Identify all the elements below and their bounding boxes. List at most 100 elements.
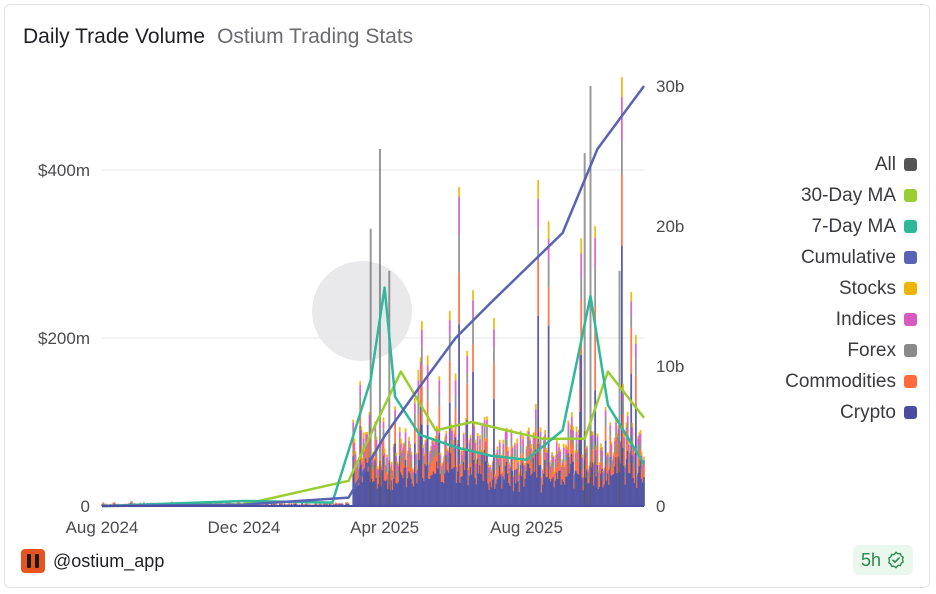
crypto-bar bbox=[345, 503, 348, 506]
indices-bar bbox=[558, 447, 560, 456]
indices-bar bbox=[572, 430, 574, 436]
commodities-bar bbox=[304, 504, 307, 505]
crypto-bar bbox=[484, 461, 487, 506]
y-right-tick-label: 20b bbox=[656, 217, 684, 236]
indices-bar bbox=[469, 437, 472, 445]
commodities-bar bbox=[503, 471, 506, 480]
indices-bar bbox=[561, 461, 564, 467]
forex-bar bbox=[424, 449, 427, 455]
commodities-bar bbox=[513, 456, 516, 470]
forex-bar bbox=[498, 448, 501, 456]
forex-bar bbox=[495, 463, 498, 471]
stocks-bar bbox=[417, 369, 420, 381]
forex-bar bbox=[627, 450, 630, 462]
30-day-ma-line bbox=[101, 370, 645, 508]
forex-bar bbox=[532, 442, 535, 449]
stocks-bar bbox=[493, 317, 495, 330]
stocks-bar bbox=[532, 432, 535, 435]
stocks-bar bbox=[544, 429, 547, 435]
commodities-bar bbox=[315, 503, 317, 504]
commodities-bar bbox=[467, 476, 470, 486]
commodities-bar bbox=[607, 462, 609, 474]
crypto-bar bbox=[408, 471, 410, 506]
indices-bar bbox=[559, 451, 562, 459]
stocks-bar bbox=[476, 432, 479, 437]
commodities-bar bbox=[332, 503, 335, 505]
legend-item[interactable]: All bbox=[717, 149, 917, 180]
forex-bar bbox=[512, 482, 515, 486]
forex-bar bbox=[459, 468, 462, 473]
forex-bar bbox=[413, 413, 416, 423]
stocks-bar bbox=[640, 452, 643, 456]
legend-item[interactable]: Cumulative bbox=[717, 242, 917, 273]
commodities-bar bbox=[326, 504, 329, 505]
stocks-bar bbox=[588, 465, 591, 468]
stocks-bar bbox=[404, 428, 407, 433]
stocks-bar bbox=[553, 471, 556, 474]
forex-bar bbox=[526, 440, 529, 450]
crypto-bar bbox=[374, 459, 377, 506]
forex-bar bbox=[472, 318, 474, 345]
forex-bar bbox=[359, 395, 362, 406]
indices-bar bbox=[590, 435, 593, 444]
indices-bar bbox=[468, 442, 471, 454]
indices-bar bbox=[491, 462, 494, 468]
legend-item[interactable]: 7-Day MA bbox=[717, 211, 917, 242]
indices-bar bbox=[380, 467, 383, 473]
crypto-bar bbox=[290, 503, 293, 506]
forex-bar bbox=[590, 443, 593, 451]
indices-bar bbox=[532, 434, 535, 443]
stocks-bar bbox=[509, 466, 512, 468]
legend-item[interactable]: Forex bbox=[717, 335, 917, 366]
indices-bar bbox=[131, 501, 134, 503]
forex-bar bbox=[502, 449, 505, 458]
indices-bar bbox=[504, 432, 507, 440]
crypto-bar bbox=[416, 483, 419, 506]
indices-bar bbox=[372, 455, 374, 463]
crypto-bar bbox=[493, 399, 495, 506]
indices-bar bbox=[389, 470, 392, 474]
crypto-bar bbox=[391, 489, 394, 506]
crypto-bar bbox=[577, 474, 580, 506]
stocks-bar bbox=[627, 441, 630, 445]
forex-bar bbox=[538, 449, 541, 454]
crypto-bar bbox=[434, 473, 437, 506]
watermark-logo-icon bbox=[312, 261, 412, 361]
refresh-badge[interactable]: 5h bbox=[852, 545, 913, 575]
commodities-bar bbox=[538, 453, 541, 466]
crypto-bar bbox=[569, 464, 572, 506]
indices-bar bbox=[430, 449, 433, 457]
crypto-bar bbox=[426, 424, 429, 506]
stocks-bar bbox=[610, 441, 613, 445]
author-handle[interactable]: @ostium_app bbox=[53, 550, 165, 571]
commodities-bar bbox=[370, 469, 373, 479]
commodities-bar bbox=[584, 465, 587, 478]
forex-bar bbox=[419, 370, 422, 384]
commodities-bar bbox=[398, 443, 401, 456]
indices-bar bbox=[432, 442, 435, 451]
crypto-bar bbox=[377, 483, 380, 506]
legend-item[interactable]: Commodities bbox=[717, 366, 917, 397]
legend-item[interactable]: Stocks bbox=[717, 273, 917, 304]
indices-bar bbox=[411, 469, 414, 474]
forex-bar bbox=[643, 463, 645, 467]
legend-item[interactable]: Crypto bbox=[717, 397, 917, 428]
crypto-bar bbox=[452, 468, 455, 506]
forex-bar bbox=[598, 470, 601, 474]
commodities-bar bbox=[400, 458, 402, 473]
forex-bar bbox=[484, 446, 487, 452]
forex-bar bbox=[431, 449, 434, 457]
legend-label: Crypto bbox=[840, 401, 896, 423]
footer-attribution[interactable]: @ostium_app bbox=[21, 549, 164, 573]
commodities-bar bbox=[458, 272, 460, 325]
crypto-bar bbox=[609, 456, 612, 506]
commodities-bar bbox=[466, 383, 469, 421]
commodities-bar bbox=[401, 464, 403, 475]
legend-item[interactable]: Indices bbox=[717, 304, 917, 335]
commodities-bar bbox=[548, 469, 551, 480]
stocks-bar bbox=[459, 464, 462, 466]
stocks-bar bbox=[626, 411, 629, 416]
legend-item[interactable]: 30-Day MA bbox=[717, 180, 917, 211]
stocks-bar bbox=[420, 321, 423, 330]
indices-bar bbox=[553, 473, 556, 478]
